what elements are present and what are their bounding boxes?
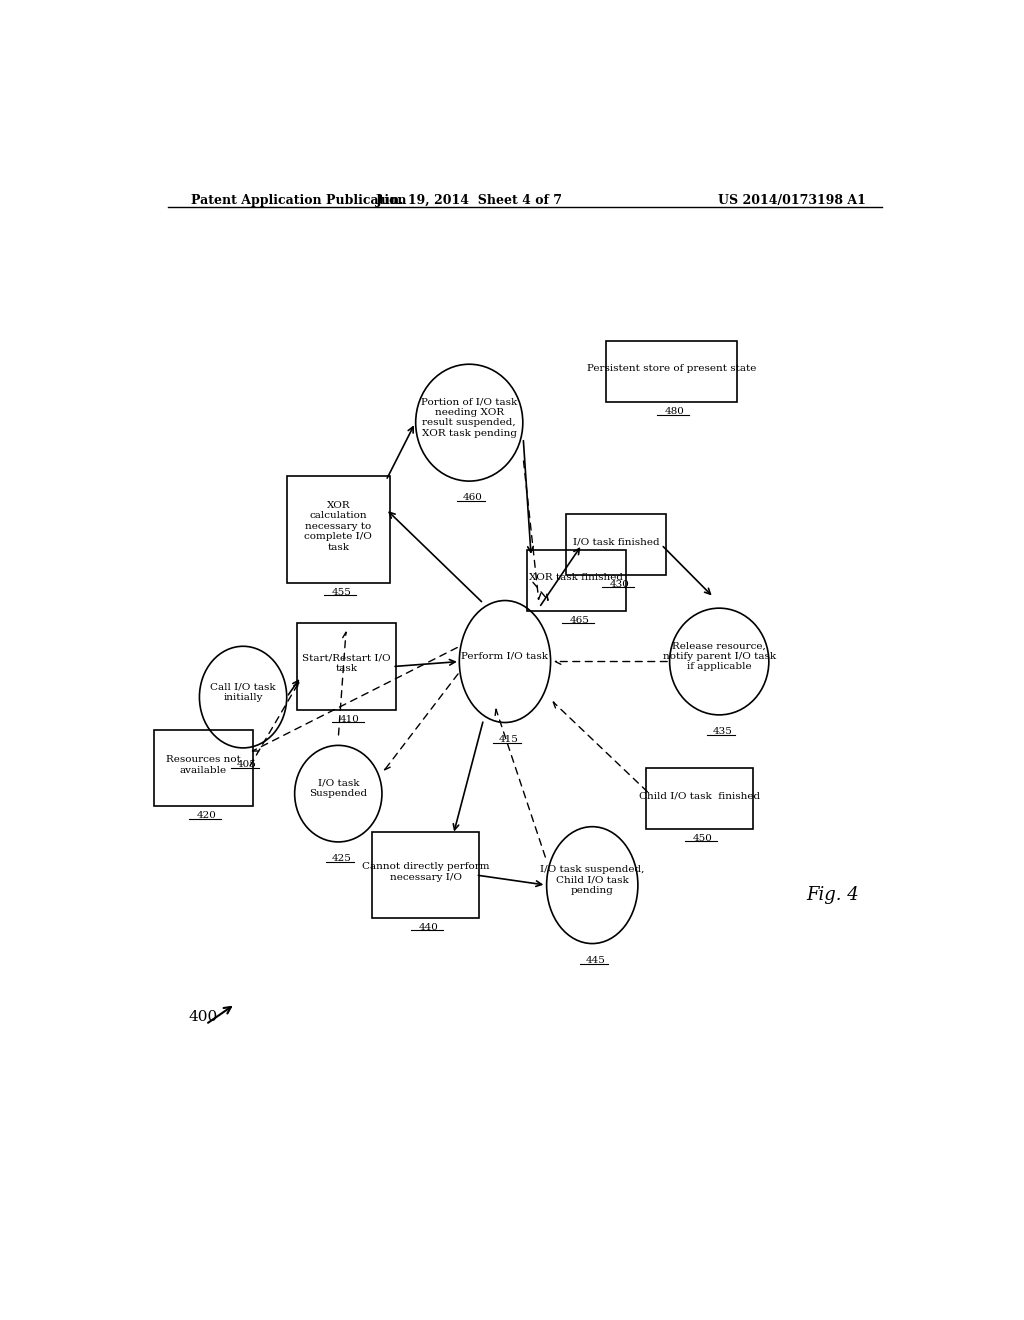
Text: Resources not
available: Resources not available bbox=[166, 755, 241, 775]
Text: Perform I/O task: Perform I/O task bbox=[462, 652, 549, 661]
Text: Persistent store of present state: Persistent store of present state bbox=[587, 364, 757, 374]
Text: Fig. 4: Fig. 4 bbox=[807, 886, 859, 904]
Text: 405: 405 bbox=[237, 760, 256, 770]
Text: Release resource,
notify parent I/O task
if applicable: Release resource, notify parent I/O task… bbox=[663, 642, 776, 672]
Text: Patent Application Publication: Patent Application Publication bbox=[191, 194, 407, 207]
Text: 435: 435 bbox=[713, 727, 732, 737]
Text: Jun. 19, 2014  Sheet 4 of 7: Jun. 19, 2014 Sheet 4 of 7 bbox=[376, 194, 563, 207]
Text: Child I/O task  finished: Child I/O task finished bbox=[639, 791, 760, 800]
Text: 420: 420 bbox=[197, 812, 216, 821]
Text: 430: 430 bbox=[609, 581, 629, 589]
Text: 450: 450 bbox=[692, 834, 713, 843]
Text: XOR
calculation
necessary to
complete I/O
task: XOR calculation necessary to complete I/… bbox=[304, 502, 373, 552]
Text: 415: 415 bbox=[499, 735, 518, 743]
Text: 410: 410 bbox=[340, 715, 359, 723]
Text: 400: 400 bbox=[188, 1010, 218, 1024]
Text: 480: 480 bbox=[665, 408, 685, 416]
Text: 440: 440 bbox=[419, 923, 438, 932]
Text: I/O task finished: I/O task finished bbox=[572, 537, 659, 546]
Text: Portion of I/O task
needing XOR
result suspended,
XOR task pending: Portion of I/O task needing XOR result s… bbox=[421, 397, 517, 438]
Text: 455: 455 bbox=[332, 587, 351, 597]
Text: I/O task
Suspended: I/O task Suspended bbox=[309, 779, 368, 799]
Text: Call I/O task
initially: Call I/O task initially bbox=[210, 682, 275, 702]
Text: Cannot directly perform
necessary I/O: Cannot directly perform necessary I/O bbox=[361, 862, 489, 882]
Text: 460: 460 bbox=[463, 494, 482, 503]
Text: 465: 465 bbox=[569, 616, 590, 624]
Text: US 2014/0173198 A1: US 2014/0173198 A1 bbox=[718, 194, 866, 207]
Text: XOR task finished: XOR task finished bbox=[529, 573, 624, 582]
Text: 445: 445 bbox=[586, 956, 605, 965]
Text: Start/Restart I/O
task: Start/Restart I/O task bbox=[302, 653, 390, 673]
Text: 425: 425 bbox=[332, 854, 351, 863]
Text: I/O task suspended,
Child I/O task
pending: I/O task suspended, Child I/O task pendi… bbox=[540, 865, 644, 895]
